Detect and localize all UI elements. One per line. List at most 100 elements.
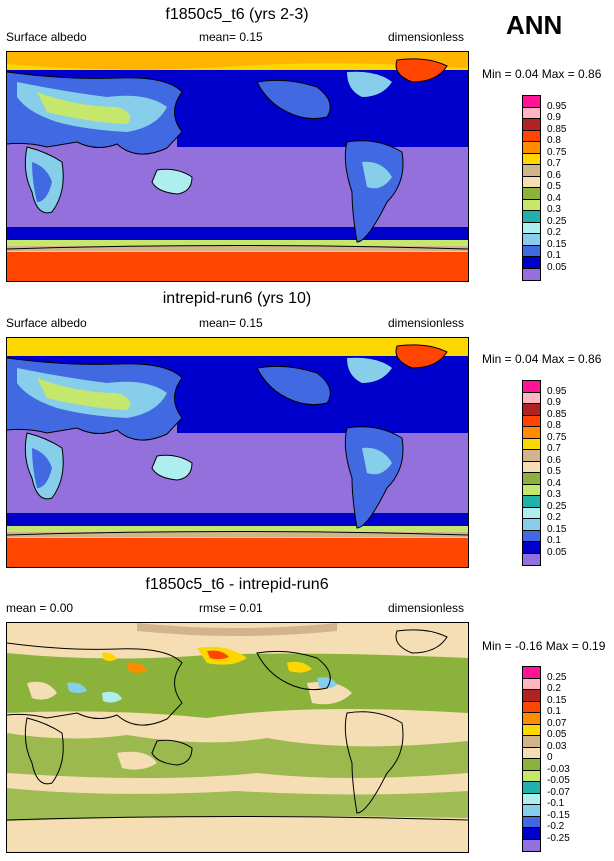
albedo-map xyxy=(7,338,468,567)
colorbar-tick-label: -0.07 xyxy=(547,786,570,798)
colorbar-swatch xyxy=(523,461,540,473)
colorbar-tick-label: 0.2 xyxy=(547,683,561,694)
colorbar-swatch xyxy=(523,96,540,108)
minmax-label: Min = 0.04 Max = 0.86 xyxy=(482,352,602,366)
colorbar-tick-label: 0.03 xyxy=(547,740,567,752)
albedo-map xyxy=(7,52,468,281)
map-plot xyxy=(6,337,469,568)
colorbar-tick-label: 0.95 xyxy=(547,100,567,112)
colorbar-tick-label: 0.85 xyxy=(547,123,567,135)
difference-map xyxy=(7,623,468,852)
colorbar-swatch xyxy=(523,793,540,805)
colorbar-swatch xyxy=(523,142,540,154)
colorbar-tick-label: 0.9 xyxy=(547,112,561,123)
colorbar-swatch xyxy=(523,839,540,851)
colorbar-tick-label: 0.1 xyxy=(547,706,561,717)
colorbar-tick-label: 0.95 xyxy=(547,385,567,397)
colorbar-tick-label: 0.05 xyxy=(547,546,567,558)
colorbar-swatch xyxy=(523,415,540,427)
colorbar-tick-label: 0.8 xyxy=(547,135,561,146)
colorbar-tick-label: 0.6 xyxy=(547,169,561,181)
units-label: dimensionless xyxy=(388,601,465,615)
colorbar-swatch xyxy=(523,496,540,508)
units-label: dimensionless xyxy=(388,316,465,330)
variable-label: Surface albedo xyxy=(6,316,87,330)
colorbar-swatch xyxy=(523,759,540,771)
season-label: ANN xyxy=(506,10,563,40)
colorbar-swatch xyxy=(523,701,540,713)
colorbar-swatch xyxy=(523,553,540,565)
colorbar-tick-label: 0.3 xyxy=(547,489,561,500)
colorbar-swatch xyxy=(523,130,540,142)
colorbar-tick-label: 0.2 xyxy=(547,227,561,238)
colorbar-swatch xyxy=(523,816,540,828)
colorbar-tick-label: 0.6 xyxy=(547,454,561,466)
colorbar-tick-label: 0.25 xyxy=(547,500,567,512)
colorbar xyxy=(522,95,541,281)
colorbar-swatch xyxy=(523,119,540,131)
colorbar-tick-label: -0.25 xyxy=(547,832,570,844)
colorbar-swatch xyxy=(523,234,540,246)
colorbar-tick-label: 0.1 xyxy=(547,250,561,261)
colorbar-tick-label: 0.5 xyxy=(547,181,561,192)
colorbar-swatch xyxy=(523,222,540,234)
colorbar-swatch xyxy=(523,713,540,725)
minmax-label: Min = -0.16 Max = 0.19 xyxy=(482,639,606,653)
colorbar-tick-label: -0.1 xyxy=(547,798,565,809)
colorbar-swatch xyxy=(523,257,540,269)
colorbar xyxy=(522,666,541,852)
colorbar-swatch xyxy=(523,542,540,554)
variable-label: Surface albedo xyxy=(6,30,87,44)
colorbar-swatch xyxy=(523,404,540,416)
map-plot xyxy=(6,622,469,853)
colorbar-tick-label: 0.25 xyxy=(547,215,567,227)
colorbar-swatch xyxy=(523,245,540,257)
colorbar-swatch xyxy=(523,667,540,679)
colorbar-swatch xyxy=(523,211,540,223)
rmse-label: rmse = 0.01 xyxy=(199,601,263,615)
colorbar-tick-label: 0.15 xyxy=(547,238,567,250)
colorbar-swatch xyxy=(523,678,540,690)
colorbar-swatch xyxy=(523,153,540,165)
colorbar-swatch xyxy=(523,507,540,519)
colorbar-swatch xyxy=(523,782,540,794)
mean-label: mean= 0.15 xyxy=(199,316,263,330)
colorbar-tick-label: 0.75 xyxy=(547,146,567,158)
colorbar-tick-label: -0.15 xyxy=(547,809,570,821)
colorbar-tick-label: -0.03 xyxy=(547,763,570,775)
colorbar-tick-label: 0 xyxy=(547,752,553,763)
colorbar-tick-label: 0.9 xyxy=(547,397,561,408)
colorbar-tick-label: 0.2 xyxy=(547,512,561,523)
colorbar-swatch xyxy=(523,805,540,817)
colorbar-tick-label: 0.3 xyxy=(547,204,561,215)
colorbar-swatch xyxy=(523,438,540,450)
colorbar-tick-label: 0.07 xyxy=(547,717,567,729)
colorbar-tick-label: 0.4 xyxy=(547,477,561,489)
colorbar-swatch xyxy=(523,690,540,702)
colorbar-tick-label: 0.5 xyxy=(547,466,561,477)
colorbar-tick-label: -0.05 xyxy=(547,775,570,786)
colorbar-swatch xyxy=(523,747,540,759)
colorbar-swatch xyxy=(523,736,540,748)
colorbar-tick-label: 0.15 xyxy=(547,523,567,535)
colorbar-tick-label: 0.15 xyxy=(547,694,567,706)
colorbar-swatch xyxy=(523,392,540,404)
colorbar-tick-label: 0.7 xyxy=(547,158,561,169)
colorbar-swatch xyxy=(523,473,540,485)
colorbar-swatch xyxy=(523,427,540,439)
diff-mean-label: mean = 0.00 xyxy=(6,601,74,615)
colorbar-tick-label: -0.2 xyxy=(547,821,565,832)
colorbar-tick-label: 0.7 xyxy=(547,443,561,454)
colorbar-tick-label: 0.85 xyxy=(547,408,567,420)
panel-title: intrepid-run6 (yrs 10) xyxy=(162,290,312,307)
panel-title: f1850c5_t6 - intrepid-run6 xyxy=(145,576,329,593)
colorbar-tick-label: 0.75 xyxy=(547,431,567,443)
colorbar-swatch xyxy=(523,381,540,393)
colorbar-swatch xyxy=(523,176,540,188)
colorbar-swatch xyxy=(523,199,540,211)
units-label: dimensionless xyxy=(388,30,465,44)
map-plot xyxy=(6,51,469,282)
colorbar-swatch xyxy=(523,165,540,177)
colorbar-swatch xyxy=(523,530,540,542)
mean-label: mean= 0.15 xyxy=(199,30,263,44)
